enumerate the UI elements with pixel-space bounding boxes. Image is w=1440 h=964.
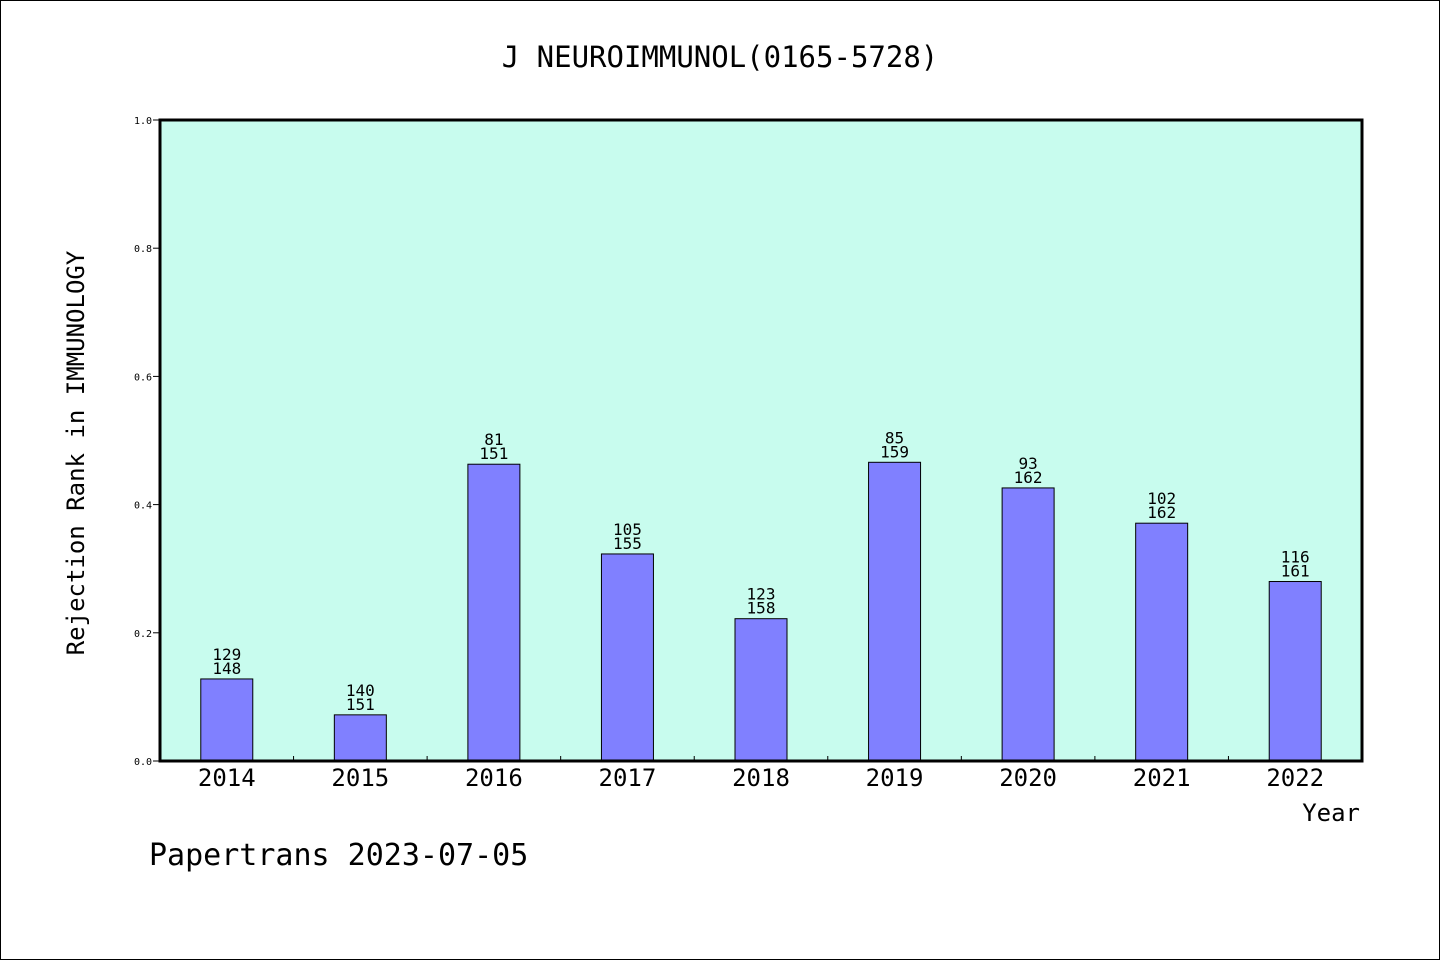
bar: [1268, 581, 1322, 762]
bar: [467, 463, 521, 762]
bar-label-total: 151: [346, 695, 375, 714]
bar: [200, 678, 254, 762]
x-tick-label: 2022: [1266, 764, 1324, 792]
bar-label-rank: 123: [747, 585, 776, 604]
bar-label-total: 162: [1014, 468, 1043, 487]
x-tick-label: 2019: [866, 764, 924, 792]
x-axis: 2014 2015 2016 2017 2018 2019 2020 2021 2022: [198, 756, 1324, 792]
bar-label-total: 161: [1281, 562, 1310, 581]
bar-label-rank: 102: [1147, 489, 1176, 508]
bar: [333, 714, 387, 762]
y-tick-label: 0.8: [134, 244, 152, 255]
x-tick-label: 2021: [1133, 764, 1191, 792]
bar-label-rank: 81: [484, 430, 503, 449]
bar: [1001, 487, 1055, 762]
bar-series: 1291481401518115110515512315885159931621…: [200, 428, 1322, 762]
bar: [600, 553, 654, 762]
y-tick-label: 0.6: [134, 372, 152, 383]
bar-label-total: 162: [1147, 503, 1176, 522]
y-axis: 0.0 0.2 0.4 0.6 0.8 1.0: [134, 116, 160, 768]
y-tick-label: 0.0: [134, 757, 152, 768]
y-tick-label: 0.4: [134, 501, 152, 512]
bar-label-rank: 93: [1018, 454, 1037, 473]
bar-label-rank: 140: [346, 681, 375, 700]
bar-label-total: 151: [479, 444, 508, 463]
bar: [1135, 522, 1189, 762]
x-tick-label: 2015: [331, 764, 389, 792]
y-tick-label: 1.0: [134, 116, 152, 127]
plot-border: [158, 118, 1364, 763]
footer-date: Papertrans 2023-07-05: [149, 838, 528, 873]
bar-label-rank: 129: [212, 645, 241, 664]
x-tick-label: 2014: [198, 764, 256, 792]
bar-label-rank: 85: [885, 428, 904, 447]
bar: [734, 618, 788, 762]
chart-title: J NEUROIMMUNOL(0165-5728): [502, 40, 939, 74]
bar-label-rank: 116: [1281, 548, 1310, 567]
x-tick-label: 2020: [999, 764, 1057, 792]
bar-label-total: 159: [880, 442, 909, 461]
y-tick-label: 0.2: [134, 629, 152, 640]
bar-label-total: 158: [747, 599, 776, 618]
x-tick-label: 2018: [732, 764, 790, 792]
x-tick-label: 2016: [465, 764, 523, 792]
bar-label-total: 155: [613, 534, 642, 553]
x-axis-label: Year: [1302, 799, 1360, 827]
bar-label-total: 148: [212, 659, 241, 678]
bar-label-rank: 105: [613, 520, 642, 539]
x-tick-label: 2017: [599, 764, 657, 792]
bar: [868, 461, 922, 762]
y-axis-label: Rejection Rank in IMMUNOLOGY: [62, 250, 90, 655]
